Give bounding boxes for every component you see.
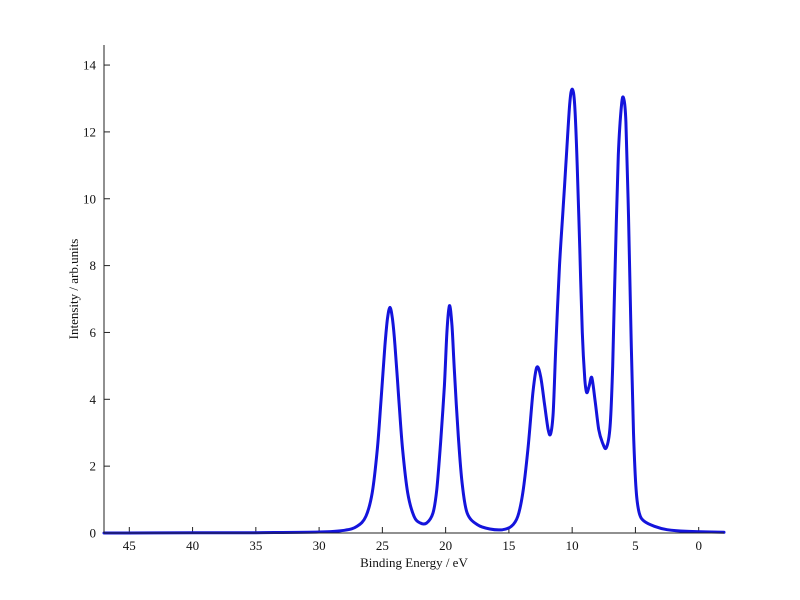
y-tick-label: 6 [90,325,97,340]
x-tick-label: 35 [249,538,262,553]
y-tick-label: 2 [90,459,97,474]
x-tick-label: 10 [566,538,579,553]
x-axis-ticks: 45 40 35 30 25 20 15 10 5 0 [123,527,702,553]
y-tick-label: 8 [90,258,97,273]
x-axis-label: Binding Energy / eV [360,555,468,570]
y-tick-label: 10 [83,191,96,206]
x-tick-label: 25 [376,538,389,553]
x-tick-label: 0 [695,538,702,553]
x-tick-label: 45 [123,538,136,553]
y-tick-label: 0 [90,526,97,541]
y-tick-label: 4 [90,392,97,407]
y-tick-label: 14 [83,58,97,73]
y-axis-label: Intensity / arb.units [66,239,81,340]
y-axis-ticks: 0 2 4 6 8 10 12 14 [83,58,110,541]
x-tick-label: 5 [632,538,639,553]
x-tick-label: 30 [313,538,326,553]
y-tick-label: 12 [83,124,96,139]
x-tick-label: 15 [502,538,515,553]
spectrum-line [102,87,726,535]
x-tick-label: 20 [439,538,452,553]
x-tick-label: 40 [186,538,199,553]
